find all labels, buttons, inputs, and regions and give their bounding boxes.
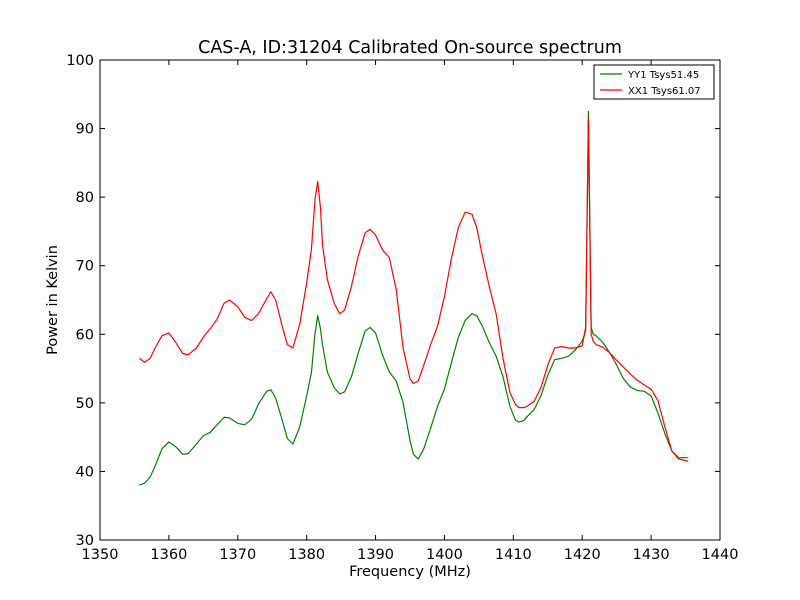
x-tick-label: 1410 [495, 547, 532, 563]
x-tick-label: 1430 [633, 547, 670, 563]
plot-area: 1350 1360 1370 1380 1390 1400 1410 1420 1430 1440… [66, 53, 738, 563]
y-tick-label: 30 [76, 533, 94, 549]
ticks-layer: 1350 1360 1370 1380 1390 1400 1410 1420 1430 1440… [66, 53, 738, 563]
x-tick-label: 1400 [426, 547, 463, 563]
series-line-xx1 [138, 117, 689, 462]
y-tick-label: 70 [76, 259, 94, 275]
legend-label-yy1: YY1 Tsys51.45 [627, 70, 699, 81]
x-tick-label: 1370 [219, 547, 256, 563]
axes-frame [99, 59, 721, 541]
x-tick-label: 1440 [702, 547, 739, 563]
x-tick-label: 1360 [150, 547, 187, 563]
y-tick-label: 50 [76, 396, 94, 412]
series-layer [138, 110, 689, 486]
y-axis-label: Power in Kelvin [45, 245, 61, 355]
x-tick-label: 1420 [564, 547, 601, 563]
y-tick-label: 60 [76, 327, 94, 343]
legend-label-xx1: XX1 Tsys61.07 [628, 86, 701, 97]
x-tick-label: 1390 [357, 547, 394, 563]
y-tick-label: 80 [76, 190, 94, 206]
chart-title: CAS-A, ID:31204 Calibrated On-source spe… [198, 38, 622, 58]
legend-box [593, 64, 715, 100]
y-tick-label: 100 [66, 53, 94, 69]
y-tick-label: 90 [76, 122, 94, 138]
x-tick-label: 1380 [288, 547, 325, 563]
y-tick-label: 40 [76, 464, 94, 480]
x-tick-label: 1350 [82, 547, 119, 563]
legend: YY1 Tsys51.45 XX1 Tsys61.07 [593, 64, 715, 100]
x-axis-label: Frequency (MHz) [349, 564, 471, 580]
